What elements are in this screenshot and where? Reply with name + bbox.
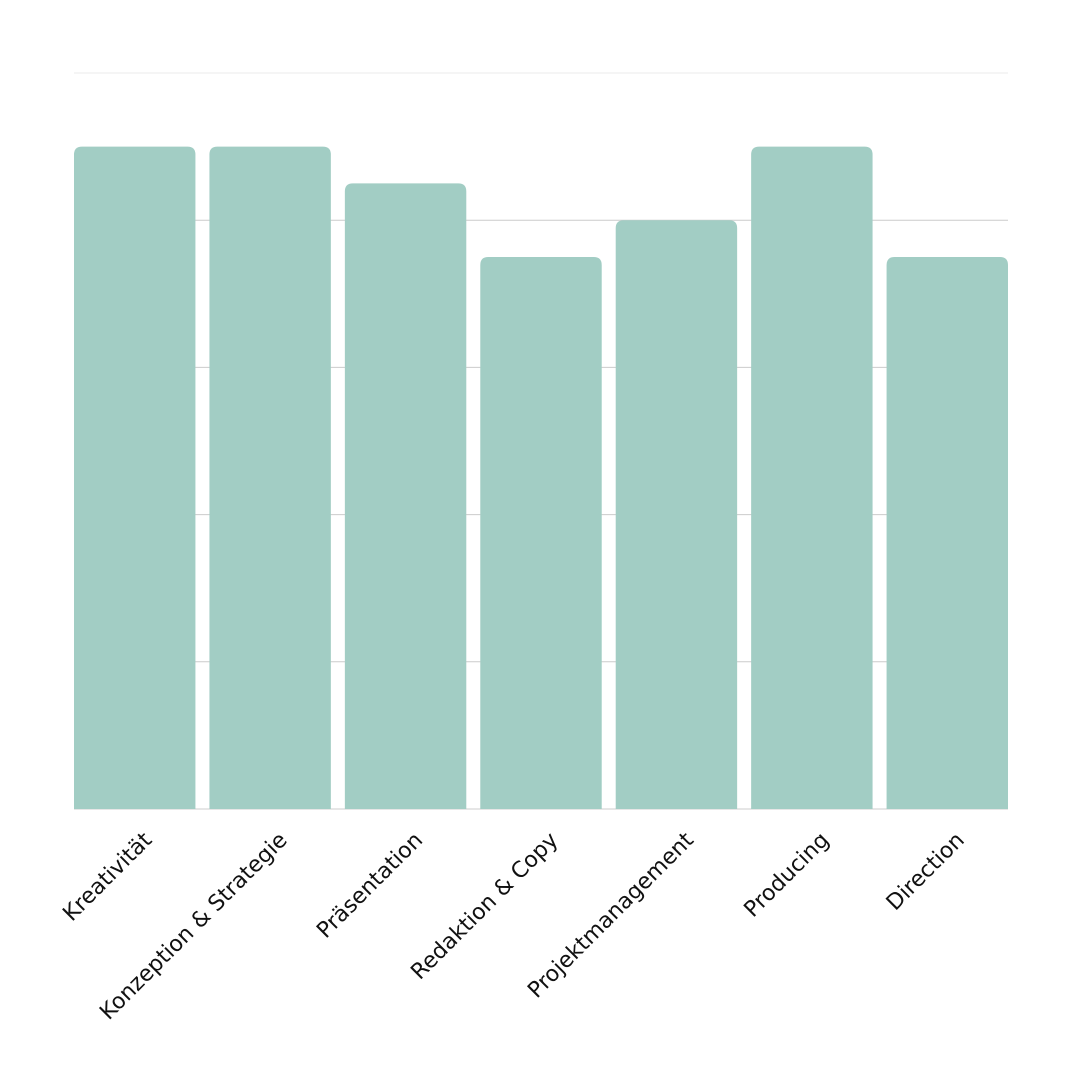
bar <box>615 220 738 809</box>
x-tick-label: Kreativität <box>58 828 157 927</box>
x-tick-label: Producing <box>740 828 835 923</box>
x-tick-label: Direction <box>882 828 970 916</box>
x-tick-label: Redaktion & Copy <box>406 828 563 985</box>
x-tick-label: Präsentation <box>312 828 428 944</box>
bar <box>886 257 1008 809</box>
bar <box>344 183 467 809</box>
bar <box>74 146 196 810</box>
bar <box>209 146 331 810</box>
bar <box>751 146 873 810</box>
bar <box>480 257 602 809</box>
